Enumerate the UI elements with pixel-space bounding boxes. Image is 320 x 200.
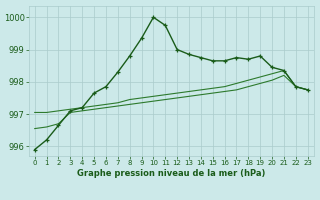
X-axis label: Graphe pression niveau de la mer (hPa): Graphe pression niveau de la mer (hPa) [77, 169, 265, 178]
